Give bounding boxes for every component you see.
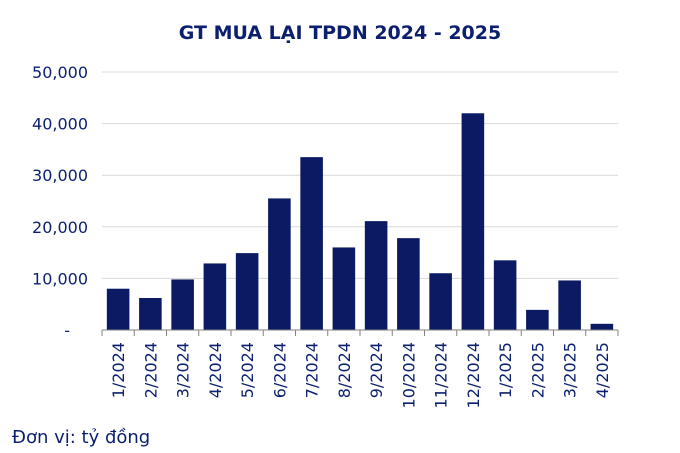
x-tick-label: 3/2024 [174,342,193,398]
bar [235,253,259,330]
y-tick-label: 10,000 [32,269,88,288]
x-tick-label: 11/2024 [432,342,451,408]
x-axis-ticks: 1/2024 2/2024 3/2024 4/2024 5/2024 6/2024 7/20… [101,330,619,408]
y-tick-label: 50,000 [32,63,88,82]
bar [461,113,485,330]
x-tick-label: 12/2024 [464,342,483,408]
bar [397,238,420,330]
bar [429,273,452,330]
x-tick-label: 2/2025 [528,342,547,398]
bar [526,309,549,330]
bar [268,198,291,330]
x-tick-label: 2/2024 [141,342,160,398]
y-axis-ticks: - 10,000 20,000 30,000 40,000 50,000 [32,63,88,340]
y-tick-label: - [64,321,70,340]
bar [203,263,227,330]
x-tick-label: 9/2024 [367,342,386,398]
x-tick-label: 1/2025 [496,342,515,398]
y-tick-label: 20,000 [32,218,88,237]
x-tick-label: 7/2024 [303,342,322,398]
bar [558,280,581,330]
bar [139,298,162,330]
y-tick-label: 30,000 [32,166,88,185]
x-tick-label: 1/2024 [109,342,128,398]
bar [364,221,388,330]
chart-title: GT MUA LẠI TPDN 2024 - 2025 [178,22,502,44]
x-tick-label: 10/2024 [399,342,418,408]
gridlines [102,71,618,279]
x-tick-label: 8/2024 [335,342,354,398]
x-tick-label: 4/2025 [593,342,612,398]
x-tick-label: 4/2024 [206,342,225,398]
x-tick-label: 3/2025 [561,342,580,398]
bar [171,279,194,330]
bar [332,247,356,330]
y-tick-label: 40,000 [32,115,88,134]
bars [106,113,614,330]
unit-footnote: Đơn vị: tỷ đồng [12,427,151,448]
bar [493,260,517,330]
bar [590,323,614,330]
bar [300,157,323,330]
x-tick-label: 5/2024 [238,342,257,398]
bar [106,288,130,330]
x-tick-label: 6/2024 [270,342,289,398]
